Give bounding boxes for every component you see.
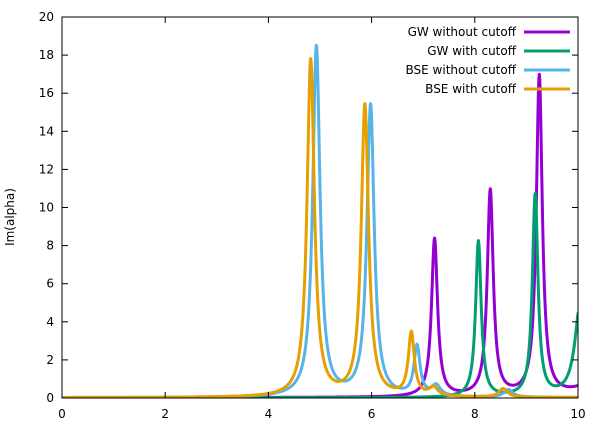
y-tick-label: 14	[39, 124, 54, 138]
legend-label: GW with cutoff	[427, 44, 517, 58]
axes: 0 2 4 6 8 10 0 2 4 6 8 10 12 14 16 18 20	[39, 10, 586, 421]
legend: GW without cutoff GW with cutoff BSE witho…	[406, 25, 570, 96]
x-tick-label: 4	[265, 407, 273, 421]
y-tick-label: 0	[46, 391, 54, 405]
legend-label: BSE with cutoff	[425, 82, 517, 96]
y-tick-label: 8	[46, 239, 54, 253]
x-tick-label: 2	[161, 407, 169, 421]
y-tick-label: 6	[46, 277, 54, 291]
y-tick-label: 12	[39, 162, 54, 176]
y-tick-label: 16	[39, 86, 54, 100]
legend-label: BSE without cutoff	[406, 63, 517, 77]
y-tick-label: 10	[39, 201, 54, 215]
x-tick-label: 10	[570, 407, 585, 421]
plot-area	[62, 43, 578, 398]
x-tick-label: 6	[368, 407, 376, 421]
y-tick-label: 4	[46, 315, 54, 329]
x-tick-label: 8	[471, 407, 479, 421]
y-tick-label: 20	[39, 10, 54, 24]
y-tick-label: 18	[39, 48, 54, 62]
y-tick-label: 2	[46, 353, 54, 367]
x-tick-label: 0	[58, 407, 66, 421]
series-line-3	[62, 57, 578, 398]
legend-label: GW without cutoff	[408, 25, 517, 39]
y-axis-title: Im(alpha)	[3, 188, 17, 246]
